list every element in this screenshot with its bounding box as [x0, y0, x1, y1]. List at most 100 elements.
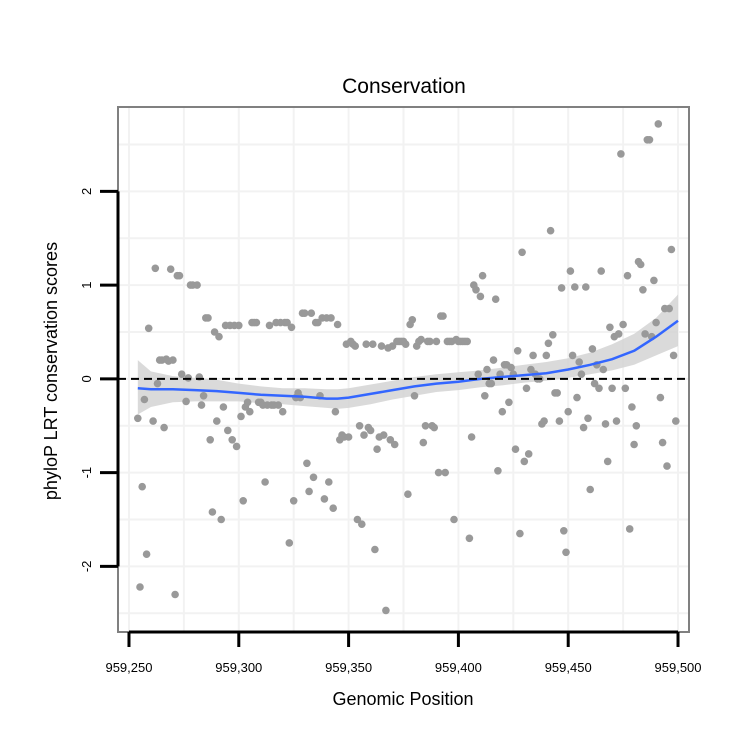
- data-point: [204, 314, 212, 322]
- data-point: [246, 407, 254, 416]
- data-point: [362, 340, 371, 349]
- y-tick-label: 2: [79, 188, 94, 195]
- data-point: [182, 397, 190, 406]
- data-point: [472, 286, 480, 294]
- data-point: [579, 423, 588, 432]
- data-point: [351, 342, 360, 350]
- data-point: [639, 286, 647, 294]
- data-point: [614, 330, 623, 338]
- data-point: [309, 473, 318, 482]
- data-point: [568, 351, 577, 360]
- data-point: [505, 398, 513, 407]
- data-point: [432, 337, 441, 346]
- data-point: [144, 324, 153, 333]
- data-point: [265, 321, 274, 330]
- data-point: [544, 339, 553, 348]
- data-point: [219, 403, 228, 411]
- data-point: [243, 398, 252, 407]
- data-point: [562, 548, 570, 557]
- data-point: [344, 433, 353, 441]
- plot-panel: [117, 106, 690, 633]
- data-point: [630, 440, 638, 449]
- y-axis-label: phyloP LRT conservation scores: [41, 242, 61, 500]
- data-point: [516, 529, 524, 538]
- data-point: [529, 351, 537, 360]
- data-point: [597, 267, 605, 275]
- data-point: [408, 316, 417, 324]
- data-point: [511, 445, 520, 454]
- data-point: [193, 281, 201, 289]
- data-point: [410, 392, 419, 400]
- data-point: [489, 356, 498, 364]
- data-point: [553, 389, 561, 397]
- data-point: [235, 321, 243, 330]
- data-point: [224, 426, 232, 435]
- data-point: [404, 490, 412, 499]
- data-point: [518, 248, 526, 257]
- data-point: [467, 433, 476, 441]
- data-point: [430, 423, 439, 432]
- data-point: [560, 527, 568, 535]
- confidence-ribbon-layer: [137, 294, 679, 415]
- data-point: [417, 335, 425, 344]
- data-point: [507, 363, 515, 372]
- data-point: [586, 485, 594, 494]
- data-point: [325, 478, 333, 486]
- data-point: [261, 478, 269, 486]
- data-point: [421, 422, 430, 430]
- data-point: [491, 295, 500, 304]
- data-point: [366, 426, 375, 435]
- data-point: [619, 320, 627, 329]
- y-tick-label: -2: [79, 561, 94, 573]
- data-point: [228, 436, 236, 444]
- data-point: [307, 309, 316, 318]
- points-layer: [134, 120, 680, 615]
- data-point: [136, 583, 144, 591]
- data-point: [197, 401, 206, 409]
- data-point: [463, 337, 472, 346]
- data-point: [252, 318, 261, 327]
- data-point: [166, 265, 175, 274]
- smooth-line-layer: [137, 319, 679, 400]
- data-point: [524, 450, 533, 458]
- data-point: [217, 515, 225, 524]
- data-point: [160, 423, 168, 432]
- data-point: [300, 309, 309, 318]
- data-point: [379, 431, 388, 439]
- x-axis-label: Genomic Position: [332, 689, 473, 709]
- data-point: [617, 150, 625, 158]
- y-tick-label: 1: [79, 282, 94, 289]
- data-point: [138, 482, 146, 491]
- data-point: [557, 284, 566, 292]
- data-point: [542, 351, 551, 360]
- data-point: [305, 487, 313, 496]
- y-axis: -2 -1 0 1 2: [79, 188, 120, 573]
- data-point: [199, 392, 208, 400]
- chart-title: Conservation: [342, 75, 466, 98]
- data-point: [513, 347, 522, 355]
- data-point: [320, 495, 329, 503]
- data-point: [134, 414, 142, 423]
- data-point: [665, 304, 673, 313]
- data-point: [494, 467, 502, 475]
- data-point: [333, 320, 342, 329]
- data-point: [595, 384, 603, 393]
- data-point: [478, 271, 487, 280]
- data-point: [426, 337, 434, 346]
- data-point: [645, 136, 654, 144]
- data-point: [650, 276, 658, 285]
- data-point: [573, 393, 581, 402]
- data-point: [439, 312, 447, 320]
- data-point: [654, 120, 663, 128]
- data-point: [522, 384, 531, 393]
- data-point: [582, 283, 590, 291]
- data-point: [450, 515, 458, 524]
- data-point: [373, 445, 381, 454]
- data-point: [149, 417, 157, 425]
- data-point: [652, 318, 660, 327]
- data-point: [355, 422, 364, 430]
- data-point: [667, 245, 676, 254]
- data-point: [641, 330, 649, 338]
- confidence-ribbon: [137, 294, 679, 415]
- data-point: [274, 401, 283, 409]
